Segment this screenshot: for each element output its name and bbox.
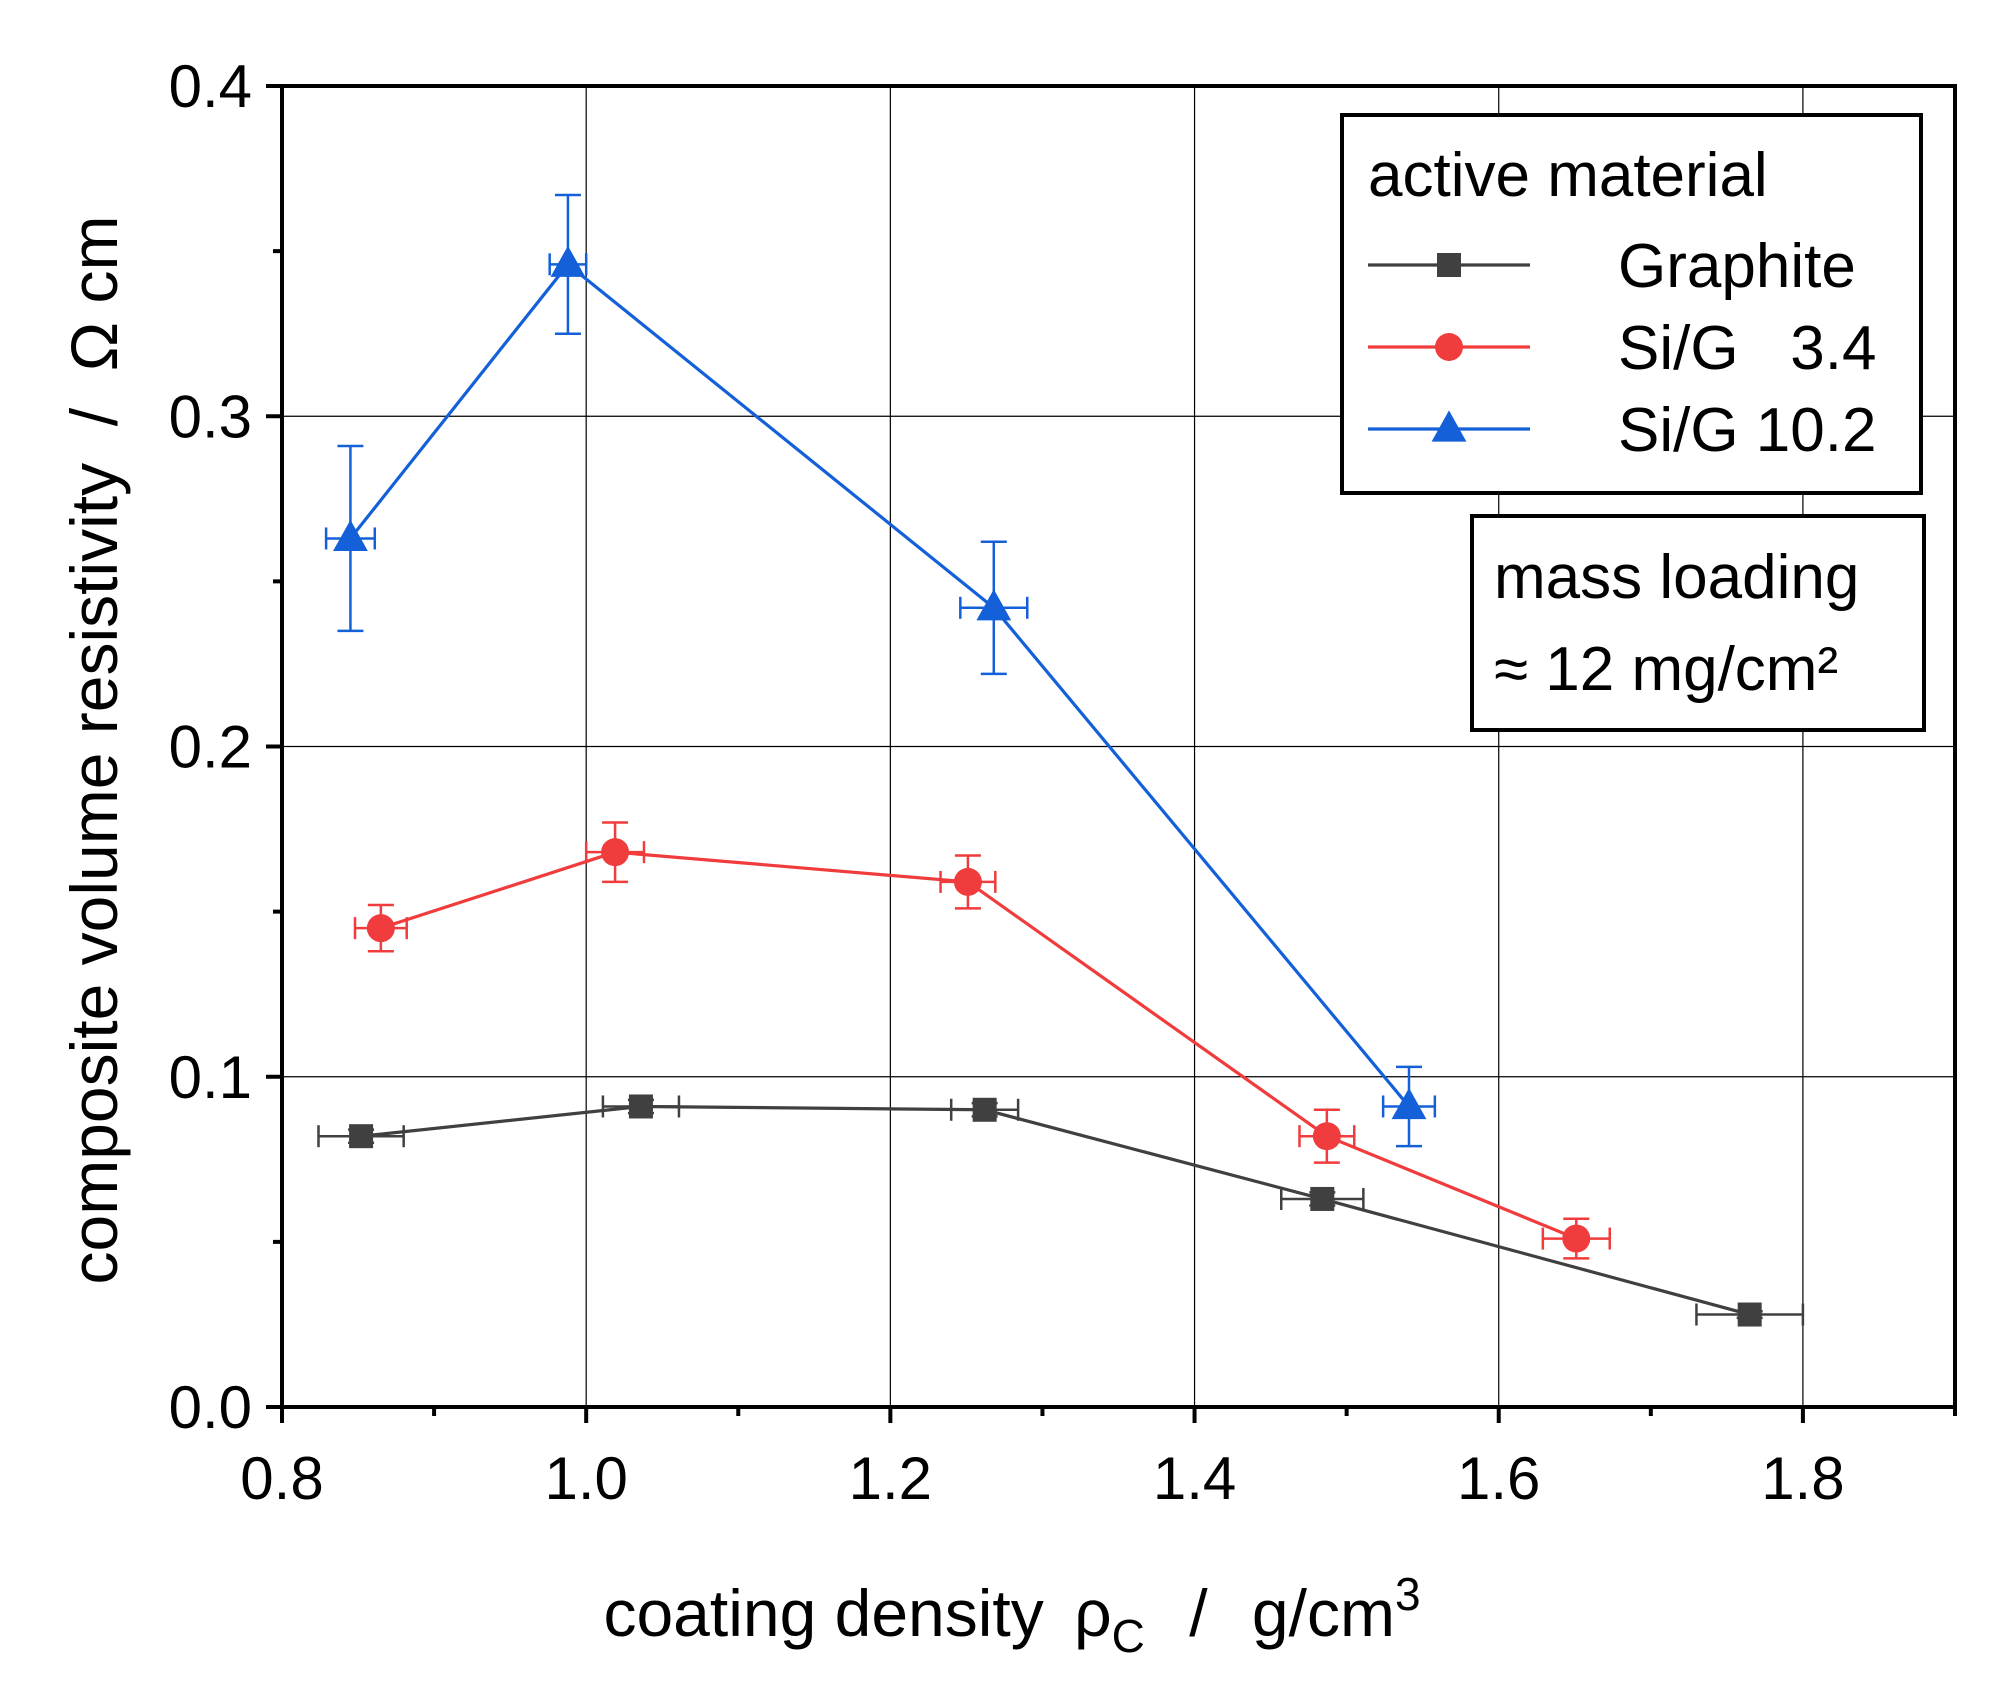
x-axis-title: coating density ρC / g/cm3	[603, 1568, 1420, 1666]
x-axis-unit-sup: 3	[1395, 1568, 1421, 1620]
x-tick-label: 1.2	[849, 1445, 932, 1512]
y-tick-label: 0.2	[169, 714, 252, 781]
data-point	[333, 519, 368, 552]
x-axis-unit: g/cm	[1252, 1576, 1395, 1650]
data-point	[1737, 1302, 1762, 1327]
legend-title: active material	[1368, 141, 1768, 210]
legend-marker	[1437, 253, 1461, 277]
annotation-line-1: mass loading	[1494, 543, 1859, 612]
series-layer	[317, 193, 1805, 1327]
x-tick-label: 1.6	[1457, 1445, 1540, 1512]
data-point	[972, 1097, 997, 1122]
legend-entry: Si/G 3.4	[1368, 314, 1876, 383]
series-0	[317, 1094, 1805, 1327]
axes: 0.8 1.0 1.2 1.4 1.6 1.8 0.0 0.1 0.2 0.3 0.4	[169, 53, 1957, 1512]
x-axis-label: coating density	[603, 1576, 1043, 1650]
data-point	[628, 1094, 653, 1119]
legend: active material Graphite Si/G 3.4 Si/G 10.…	[1340, 113, 1923, 495]
data-point	[601, 838, 630, 867]
x-tick-label: 1.0	[544, 1445, 627, 1512]
y-tick-label: 0.4	[169, 53, 252, 120]
x-tick-label: 1.8	[1761, 1445, 1844, 1512]
x-axis-symbol: ρ	[1074, 1576, 1112, 1650]
legend-label: Si/G 10.2	[1618, 396, 1876, 465]
legend-marker	[1431, 410, 1467, 442]
data-point	[1562, 1224, 1591, 1253]
data-point	[1310, 1186, 1335, 1211]
annotation-frame	[1470, 514, 1926, 732]
legend-entry: Graphite	[1368, 232, 1856, 301]
data-point	[550, 245, 586, 277]
y-tick-label: 0.3	[169, 383, 252, 450]
y-axis-title: composite volume resistivity / Ω cm	[57, 216, 131, 1285]
y-tick-label: 0.1	[169, 1044, 252, 1111]
legend-marker	[1435, 333, 1463, 361]
data-point	[1312, 1122, 1341, 1151]
legend-label: Graphite	[1618, 232, 1856, 301]
annotation-box: mass loading ≈ 12 mg/cm²	[1470, 514, 1926, 732]
data-point	[953, 867, 982, 896]
series-line	[349, 262, 1411, 1108]
x-tick-label: 0.8	[240, 1445, 323, 1512]
x-axis-unit-sep: /	[1189, 1576, 1208, 1650]
y-tick-label: 0.0	[169, 1374, 252, 1441]
series-1	[353, 821, 1612, 1260]
data-point	[976, 589, 1012, 621]
series-2	[324, 193, 1437, 1148]
legend-entry: Si/G 10.2	[1368, 396, 1876, 465]
data-point	[366, 914, 395, 943]
x-axis-symbol-sub: C	[1112, 1610, 1145, 1662]
legend-label: Si/G 3.4	[1618, 314, 1876, 383]
data-point	[1391, 1087, 1427, 1120]
annotation-line-2: ≈ 12 mg/cm²	[1494, 635, 1838, 704]
data-point	[349, 1124, 374, 1149]
x-tick-label: 1.4	[1153, 1445, 1236, 1512]
legend-entries: Graphite Si/G 3.4 Si/G 10.2	[1368, 232, 1876, 465]
